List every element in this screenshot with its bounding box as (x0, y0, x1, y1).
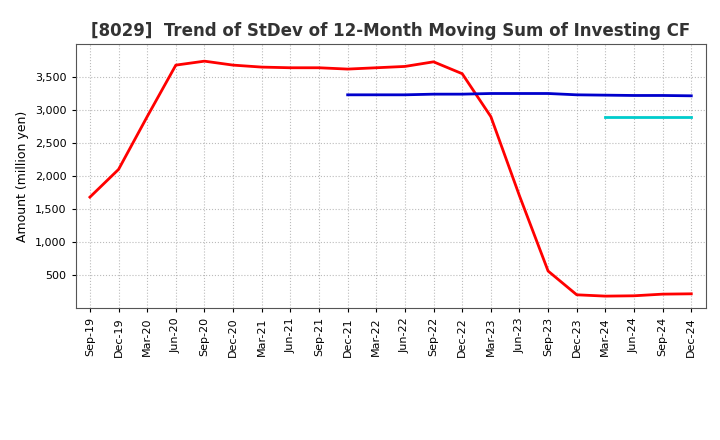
Title: [8029]  Trend of StDev of 12-Month Moving Sum of Investing CF: [8029] Trend of StDev of 12-Month Moving… (91, 22, 690, 40)
Y-axis label: Amount (million yen): Amount (million yen) (17, 110, 30, 242)
